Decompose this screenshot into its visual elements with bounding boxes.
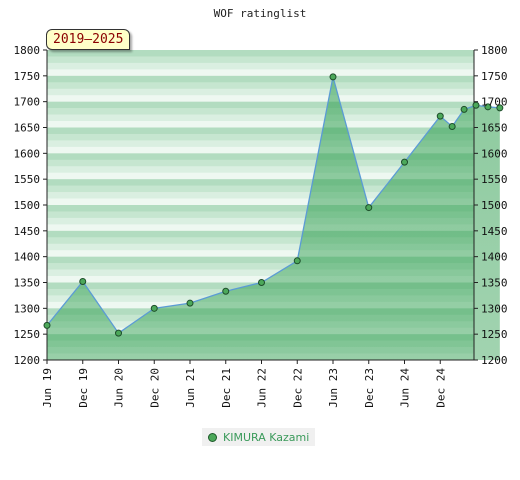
- background-band: [47, 50, 474, 57]
- background-band: [47, 263, 474, 270]
- y-tick-label-right: 1750: [481, 70, 508, 83]
- y-tick-label-left: 1550: [14, 173, 41, 186]
- y-tick-label-left: 1750: [14, 70, 41, 83]
- data-point: [79, 277, 87, 285]
- y-tick-label-right: 1800: [481, 44, 508, 57]
- x-tick-label: Dec 24: [434, 368, 447, 408]
- background-band: [47, 88, 474, 96]
- y-tick-label-left: 1350: [14, 277, 41, 290]
- background-band: [47, 140, 474, 148]
- data-point: [222, 287, 230, 295]
- y-tick-label-right: 1700: [481, 96, 508, 109]
- x-tick-label: Jun 21: [184, 368, 197, 408]
- x-tick-label: Dec 23: [363, 368, 376, 408]
- data-point: [496, 104, 504, 112]
- background-band: [47, 198, 474, 206]
- y-tick-label-right: 1400: [481, 251, 508, 264]
- data-point: [150, 304, 158, 312]
- legend-series-label: KIMURA Kazami: [223, 430, 310, 444]
- y-tick-label-right: 1450: [481, 225, 508, 238]
- background-band: [47, 127, 474, 135]
- y-tick-label-left: 1600: [14, 147, 41, 160]
- y-tick-label-left: 1700: [14, 96, 41, 109]
- background-band: [47, 211, 474, 219]
- data-point: [293, 257, 301, 265]
- y-tick-label-left: 1400: [14, 251, 41, 264]
- background-band: [47, 269, 474, 277]
- background-band: [47, 179, 474, 186]
- background-band: [47, 166, 474, 174]
- background-band: [47, 133, 474, 141]
- y-tick-label-left: 1500: [14, 199, 41, 212]
- background-band: [47, 192, 474, 199]
- background-band: [47, 256, 474, 264]
- data-point: [472, 101, 480, 109]
- y-tick-label-right: 1650: [481, 122, 508, 135]
- y-tick-label-left: 1200: [14, 354, 41, 367]
- data-point: [43, 321, 51, 329]
- data-point: [401, 158, 408, 166]
- background-band: [47, 230, 474, 238]
- chart-title: WOF ratinglist: [213, 7, 307, 20]
- y-tick-label-left: 1800: [14, 44, 41, 57]
- background-band: [47, 172, 474, 180]
- data-point: [365, 204, 373, 212]
- x-tick-label: Dec 20: [148, 368, 161, 408]
- y-tick-label-right: 1250: [481, 328, 508, 341]
- y-tick-label-right: 1200: [481, 354, 508, 367]
- x-tick-label: Dec 22: [291, 368, 304, 408]
- y-tick-label-right: 1300: [481, 302, 508, 315]
- y-tick-label-left: 1650: [14, 122, 41, 135]
- y-tick-label-right: 1350: [481, 277, 508, 290]
- x-tick-label: Jun 24: [399, 368, 412, 408]
- background-band: [47, 114, 474, 122]
- background-band: [47, 121, 474, 128]
- background-band: [47, 217, 474, 225]
- background-band: [47, 95, 474, 102]
- data-point: [484, 103, 492, 111]
- background-band: [47, 250, 474, 257]
- chart-legend: KIMURA Kazami: [202, 428, 316, 446]
- background-band: [47, 62, 474, 70]
- background-band: [47, 56, 474, 64]
- data-point: [448, 122, 456, 130]
- y-tick-label-right: 1500: [481, 199, 508, 212]
- background-band: [47, 108, 474, 115]
- y-tick-label-left: 1450: [14, 225, 41, 238]
- x-tick-label: Dec 21: [220, 368, 233, 408]
- background-band: [47, 82, 474, 90]
- background-band: [47, 69, 474, 77]
- data-point: [460, 105, 468, 113]
- data-point: [115, 329, 122, 337]
- legend-marker-icon: [208, 432, 217, 442]
- background-band: [47, 153, 474, 161]
- x-tick-label: Jun 23: [327, 368, 340, 408]
- period-badge: 2019–2025: [46, 29, 131, 50]
- x-tick-label: Jun 19: [41, 368, 54, 408]
- data-point: [436, 112, 444, 120]
- background-band: [47, 101, 474, 109]
- data-point: [329, 73, 337, 81]
- data-point: [258, 279, 265, 286]
- data-point: [186, 299, 194, 307]
- background-band: [47, 243, 474, 251]
- x-tick-label: Jun 22: [256, 368, 269, 408]
- y-tick-label-right: 1550: [481, 173, 508, 186]
- background-band: [47, 224, 474, 232]
- y-tick-label-right: 1600: [481, 147, 508, 160]
- background-band: [47, 205, 474, 212]
- series-area: [47, 76, 500, 360]
- background-band: [47, 185, 474, 193]
- y-tick-label-left: 1250: [14, 328, 41, 341]
- background-band: [47, 146, 474, 154]
- background-band: [47, 237, 474, 245]
- background-band: [47, 159, 474, 167]
- background-band: [47, 75, 474, 83]
- y-tick-label-left: 1300: [14, 302, 41, 315]
- x-tick-label: Jun 20: [113, 368, 126, 408]
- x-tick-label: Dec 19: [77, 368, 90, 408]
